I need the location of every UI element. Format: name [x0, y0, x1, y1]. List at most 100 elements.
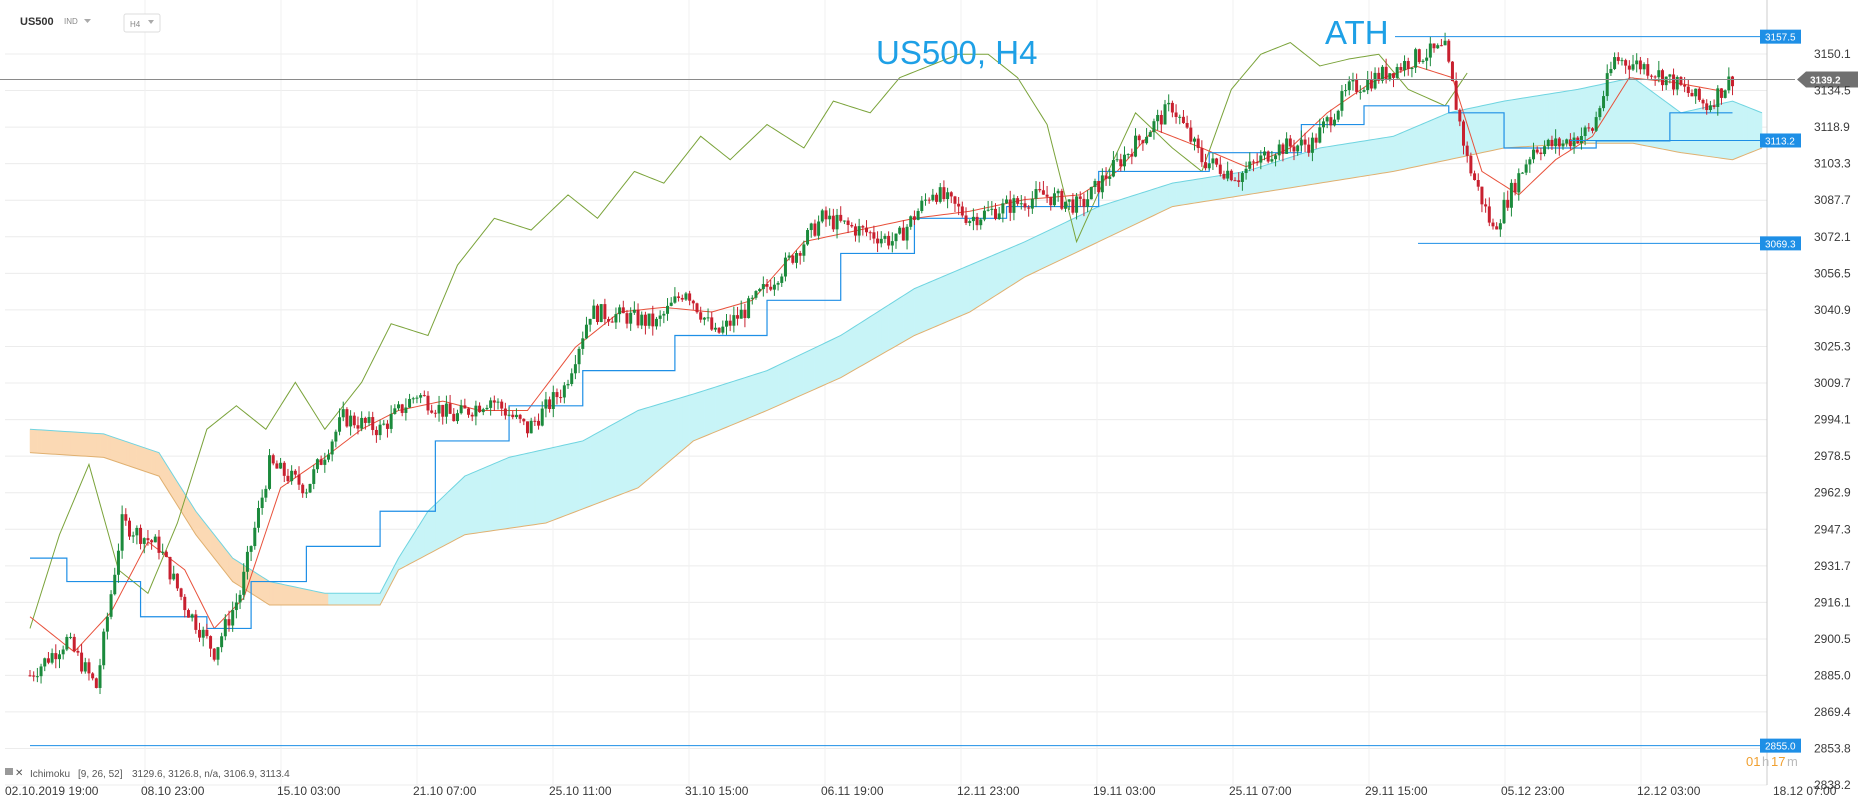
cloud-segment — [155, 451, 160, 477]
cloud-segment — [899, 295, 904, 345]
candle-body-up — [404, 407, 408, 413]
cloud-segment — [770, 366, 775, 410]
candle-body-down — [91, 673, 95, 679]
cloud-segment — [634, 410, 639, 490]
cloud-segment — [987, 255, 993, 301]
timeframe-select[interactable] — [123, 13, 161, 33]
cloud-segment — [1065, 220, 1070, 258]
candle-body-down — [500, 401, 504, 409]
cloud-segment — [785, 359, 790, 403]
candle-body-down — [935, 194, 939, 202]
candle-body-up — [312, 469, 316, 484]
candle-body-up — [496, 401, 500, 403]
candle-body-up — [264, 488, 268, 498]
cloud-segment — [1415, 124, 1420, 168]
cloud-segment — [1529, 96, 1534, 147]
cloud-segment — [763, 370, 768, 413]
cloud-segment — [280, 583, 285, 606]
cloud-segment — [464, 474, 469, 535]
candle-body-up — [581, 338, 585, 349]
candle-body-up — [592, 305, 596, 319]
cloud-segment — [468, 472, 473, 535]
cloud-segment — [567, 443, 572, 515]
candle-body-down — [1041, 190, 1045, 195]
cloud-segment — [1267, 162, 1273, 192]
cloud-segment — [1017, 242, 1022, 283]
symbol-label[interactable]: US500 — [20, 16, 54, 28]
candle-body-down — [813, 223, 817, 236]
candle-body-up — [1708, 105, 1712, 111]
cloud-segment — [729, 380, 735, 427]
candle-body-up — [334, 431, 338, 442]
candle-body-up — [378, 424, 382, 436]
candle-body-down — [1233, 180, 1237, 182]
candle-body-down — [1454, 81, 1458, 110]
cloud-segment — [814, 345, 819, 390]
cloud-segment — [346, 593, 351, 606]
candle-body-up — [724, 320, 728, 327]
candle-body-down — [1288, 138, 1292, 147]
cloud-segment — [560, 444, 565, 518]
cloud-segment — [342, 593, 348, 606]
candle-body-down — [1690, 92, 1694, 97]
candle-body-up — [253, 527, 257, 547]
chevron-down-icon[interactable] — [84, 19, 91, 23]
chevron-down-icon[interactable] — [148, 20, 154, 24]
grid — [5, 0, 1768, 786]
cloud-segment — [932, 278, 937, 329]
candle-body-down — [850, 224, 854, 227]
cloud-segment — [571, 442, 576, 514]
cloud-segment — [523, 452, 528, 527]
y-tick-label: 2931.7 — [1814, 559, 1851, 573]
candle-body-up — [916, 211, 920, 220]
candle-body-down — [625, 313, 629, 324]
y-tick-label: 2900.5 — [1814, 632, 1851, 646]
candle-body-up — [1635, 60, 1639, 65]
candle-body-up — [256, 508, 260, 528]
candle-body-up — [1056, 190, 1060, 194]
cloud-segment — [70, 431, 75, 456]
candle-body-up — [1509, 182, 1513, 208]
candle-body-down — [1078, 196, 1082, 199]
candle-body-up — [787, 255, 791, 258]
cloud-segment — [1385, 136, 1391, 173]
cloud-segment — [1411, 126, 1416, 168]
cloud-segment — [1562, 90, 1567, 145]
cloud-segment — [118, 438, 123, 464]
candle-body-up — [570, 373, 574, 384]
candle-body-up — [1111, 160, 1115, 177]
cloud-segment — [796, 354, 801, 398]
candle-body-up — [713, 327, 717, 330]
y-tick-label: 2853.8 — [1814, 741, 1851, 755]
cloud-segment — [29, 428, 34, 454]
x-tick-label: 12.11 23:00 — [957, 784, 1020, 798]
indicator-settings-icon[interactable] — [5, 768, 13, 775]
cloud-segment — [1555, 92, 1560, 145]
timeframe-label: H4 — [130, 20, 141, 29]
candle-body-down — [363, 417, 367, 423]
candle-body-down — [374, 429, 378, 436]
cloud-segment — [331, 593, 337, 606]
cloud-segment — [1691, 109, 1696, 155]
indicator-close-icon[interactable]: ✕ — [15, 768, 23, 779]
cloud-segment — [261, 576, 267, 604]
cloud-segment — [630, 412, 635, 491]
cloud-segment — [1728, 100, 1733, 160]
candle-body-down — [1049, 196, 1053, 206]
horizontal-levels[interactable]: 3157.5 3113.2 3069.3 2855.0 3139.2 — [0, 29, 1858, 753]
candle-body-up — [161, 551, 165, 553]
cloud-segment — [1352, 141, 1357, 179]
candle-body-up — [481, 409, 485, 413]
candle-body-up — [857, 226, 861, 236]
candle-body-up — [747, 298, 751, 319]
candle-body-up — [444, 403, 448, 417]
candle-body-up — [98, 665, 102, 688]
y-tick-label: 3009.7 — [1814, 376, 1851, 390]
cloud-segment — [991, 253, 996, 299]
candle-body-up — [1436, 45, 1440, 49]
cloud-segment — [704, 389, 709, 437]
candle-body-up — [1270, 159, 1274, 162]
cloud-segment — [40, 429, 45, 454]
